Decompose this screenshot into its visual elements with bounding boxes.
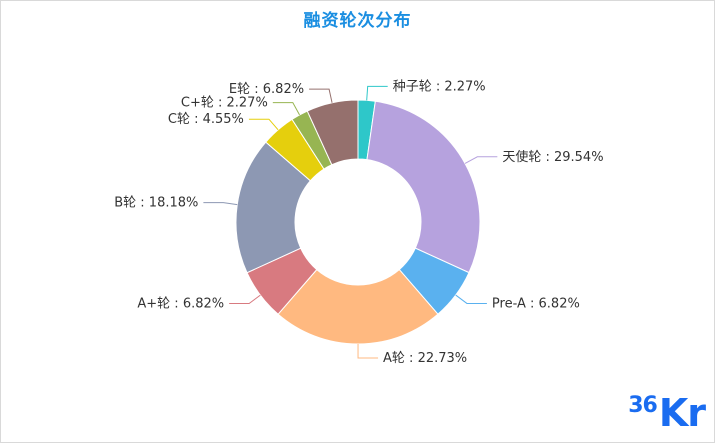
slice-e[interactable] [306, 99, 359, 166]
label-c: C轮 : 4.55% [168, 112, 244, 127]
logo-number: 36 [628, 393, 658, 418]
label-a: A轮 : 22.73% [383, 351, 467, 366]
slice-b[interactable] [235, 141, 312, 274]
leader-line-seed [366, 85, 388, 101]
leader-line-e [309, 88, 333, 103]
label-seed: 种子轮 : 2.27% [393, 79, 486, 94]
leader-line-c [248, 118, 279, 131]
label-e: E轮 : 6.82% [229, 82, 304, 97]
leader-line-a [357, 343, 379, 359]
leader-line-b [203, 202, 238, 206]
label-angel: 天使轮 : 29.54% [502, 149, 603, 165]
label-a-plus: A+轮 : 6.82% [137, 297, 224, 312]
label-pre-a: Pre-A : 6.82% [492, 296, 580, 311]
label-c-plus: C+轮 : 2.27% [181, 96, 268, 111]
logo-text: Kr [658, 391, 706, 435]
leader-line-a-plus [229, 294, 261, 305]
slice-angel[interactable] [366, 100, 481, 274]
leader-line-c-plus [272, 102, 300, 116]
36kr-logo: 36Kr [628, 391, 706, 435]
leader-line-pre-a [455, 294, 487, 304]
leader-line-angel [464, 156, 498, 164]
label-b: B轮 : 18.18% [114, 196, 198, 211]
slice-a[interactable] [277, 268, 439, 345]
chart-title: 融资轮次分布 [303, 11, 412, 31]
